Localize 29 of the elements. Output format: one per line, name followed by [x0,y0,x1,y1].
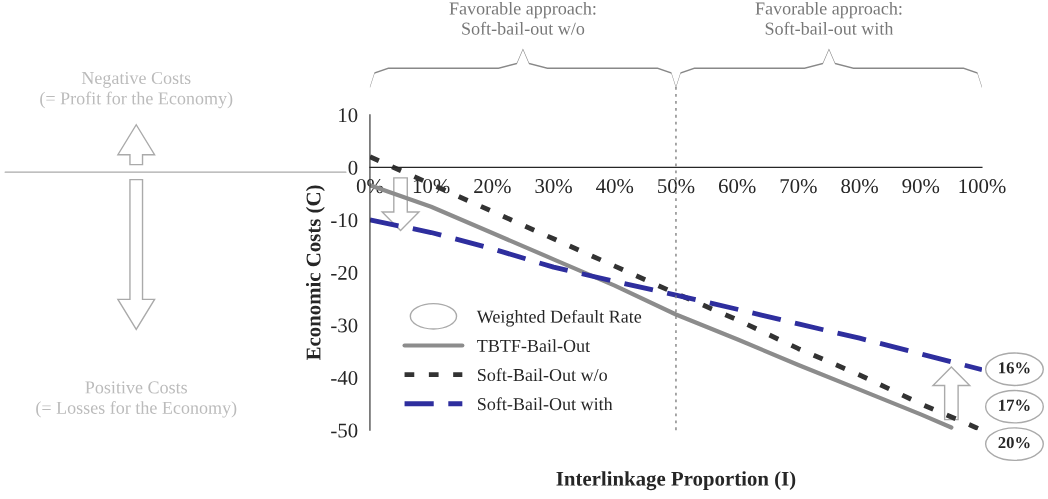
x-tick-label: 90% [902,179,940,194]
y-tick-label: -50 [331,423,358,438]
x-tick-label: 60% [718,179,756,194]
text: 17% [999,399,1030,411]
x-axis-title: Interlinkage Proportion (I) [556,471,796,491]
y-tick-label: -10 [331,213,358,228]
text: 20% [998,437,1030,449]
x-tick-label: 20% [474,179,511,194]
text: Negative Costs (= Profit for the Economy) [40,71,233,109]
annotation: Weighted Default Rate [476,309,642,327]
y-tick-label: -40 [331,370,358,386]
y-tick-label: -30 [331,318,358,333]
text: Positive Costs (= Losses for the Economy) [36,381,237,418]
x-tick-label: 50% [658,179,695,194]
x-tick-label: 40% [596,179,634,194]
legend-label: Soft-Bail-Out w/o [477,368,607,382]
y-tick-label: 10 [339,108,358,123]
y-tick-label: 0 [348,160,358,175]
text: Favorable approach: Soft-bail-out with [755,1,902,35]
legend-label: Soft-Bail-Out with [477,397,613,411]
y-axis-title: Economic Costs (C) [305,185,325,361]
text: 16% [999,362,1030,374]
legend-label: TBTF-Bail-Out [477,339,591,352]
text: Favorable approach: Soft-bail-out w/o [449,1,596,35]
x-tick-label: 30% [535,179,572,194]
y-tick-label: -20 [331,265,358,280]
x-tick-label: 100% [959,179,1006,194]
x-tick-label: 80% [841,179,878,194]
x-tick-label: 70% [780,179,817,194]
